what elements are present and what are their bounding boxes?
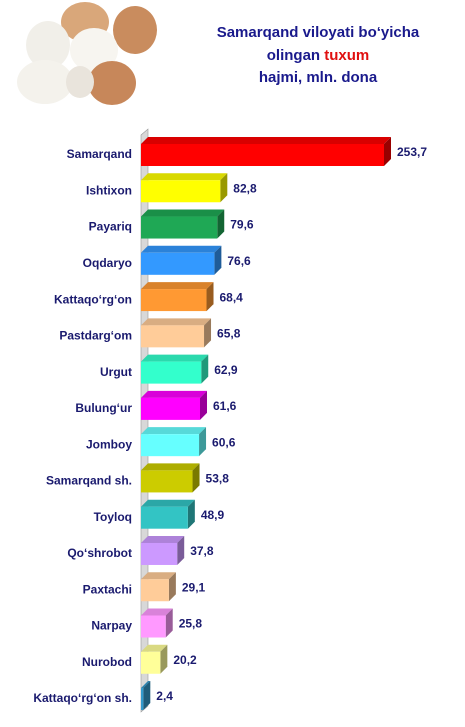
bar [141, 397, 201, 420]
bar-top [141, 245, 222, 253]
value-label: 25,8 [179, 617, 203, 631]
bar-side [168, 572, 176, 602]
category-label: Samarqand [67, 147, 132, 161]
bar-side [204, 318, 212, 348]
value-label: 29,1 [182, 580, 206, 594]
category-label: Urgut [100, 365, 132, 379]
bar [141, 434, 200, 457]
bar-top [141, 644, 168, 652]
value-label: 61,6 [213, 399, 237, 413]
title-line: olingan tuxum [267, 47, 370, 64]
title-line: hajmi, mln. dona [259, 69, 378, 86]
bar-side [384, 137, 391, 166]
bar-top [141, 463, 200, 471]
bar-top [141, 282, 214, 290]
value-label: 65,8 [217, 327, 241, 341]
value-label: 82,8 [233, 181, 257, 195]
value-label: 79,6 [230, 218, 254, 232]
bar-side [206, 282, 214, 312]
bar-side [187, 499, 195, 529]
bar [141, 688, 144, 711]
bar [141, 615, 166, 638]
bar-top [141, 608, 173, 616]
bar [141, 180, 221, 203]
category-label: Payariq [89, 220, 132, 234]
bar-side [165, 608, 173, 638]
bar-side [177, 535, 185, 565]
category-label: Qo‘shrobot [67, 546, 132, 560]
category-label: Paxtachi [83, 582, 132, 596]
category-label: Bulung‘ur [75, 401, 132, 415]
bar [141, 579, 169, 602]
category-label: Ishtixon [86, 183, 132, 197]
title-part: olingan [267, 47, 320, 64]
title-highlight: tuxum [324, 47, 369, 64]
category-label: Nurobod [82, 655, 132, 669]
bar-side [192, 463, 200, 493]
bar-top [141, 354, 209, 362]
value-label: 68,4 [220, 290, 244, 304]
bar-side [201, 354, 209, 384]
value-label: 253,7 [397, 145, 427, 159]
eggs-image [17, 2, 157, 105]
bar-top [141, 137, 391, 144]
bar-side [214, 245, 222, 275]
bar [141, 216, 218, 239]
bar [141, 542, 178, 565]
bar-side [160, 644, 168, 674]
bar-side [199, 427, 207, 457]
category-label: Samarqand sh. [46, 474, 132, 488]
bar [141, 361, 202, 384]
value-label: 48,9 [201, 508, 225, 522]
bar-top [141, 318, 212, 326]
bar [141, 470, 193, 493]
bar-top [141, 390, 208, 398]
value-label: 20,2 [173, 653, 197, 667]
category-label: Kattaqo‘rg‘on [54, 292, 132, 306]
value-label: 53,8 [206, 472, 230, 486]
category-label: Pastdarg‘om [59, 329, 132, 343]
value-label: 76,6 [227, 254, 251, 268]
bar-top [141, 427, 207, 435]
bar [141, 252, 215, 275]
bar-side [143, 681, 151, 711]
bar-top [141, 681, 151, 689]
category-label: Narpay [91, 619, 132, 633]
value-label: 2,4 [156, 689, 173, 703]
category-label: Toyloq [94, 510, 132, 524]
value-label: 37,8 [190, 544, 214, 558]
bar-side [200, 390, 208, 420]
bar-top [141, 535, 185, 543]
value-label: 60,6 [212, 435, 236, 449]
bar-side [217, 209, 225, 239]
bar-top [141, 209, 225, 217]
bar [141, 325, 205, 348]
title-line: Samarqand viloyati bo‘yicha [217, 24, 420, 41]
category-label: Oqdaryo [83, 256, 132, 270]
bar [141, 144, 384, 166]
value-label: 62,9 [214, 363, 238, 377]
bar [141, 506, 188, 529]
category-label: Kattaqo‘rg‘on sh. [33, 691, 132, 705]
bar-top [141, 572, 176, 580]
bar [141, 289, 207, 312]
bar-top [141, 499, 195, 507]
bar-side [220, 173, 228, 203]
category-label: Jomboy [86, 437, 132, 451]
bar [141, 651, 161, 674]
bar-top [141, 173, 228, 181]
